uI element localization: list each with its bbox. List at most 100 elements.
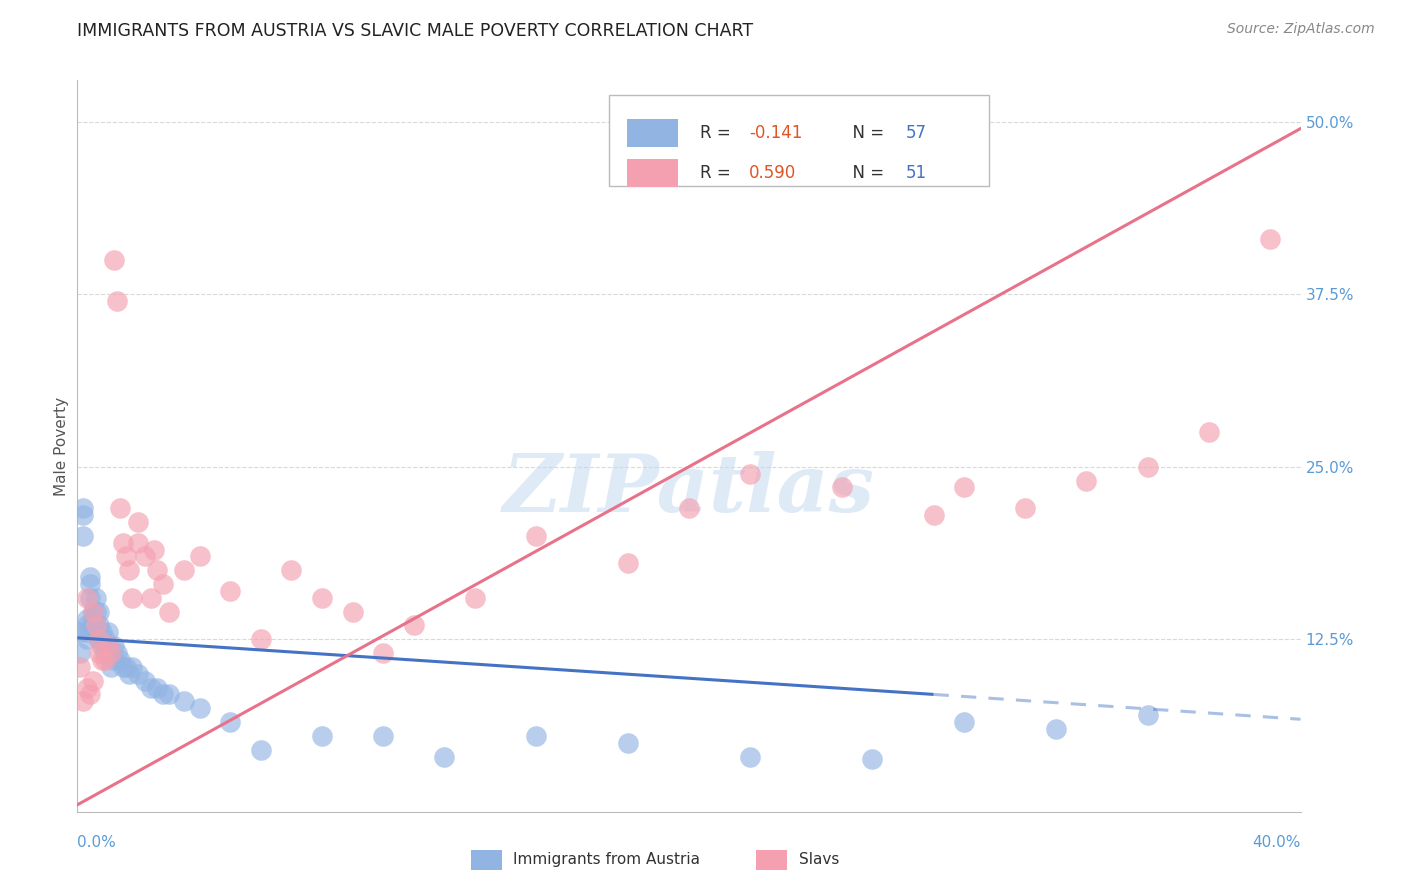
Point [100, 646, 122, 660]
Point [118, 666, 141, 681]
Point [72, 508, 94, 522]
Point [922, 508, 945, 522]
Point [115, 660, 138, 674]
Point [100, 660, 122, 674]
Point [740, 749, 762, 764]
Text: 51: 51 [905, 163, 927, 182]
Point [219, 714, 242, 729]
Point [90, 639, 112, 653]
Point [84, 618, 107, 632]
Point [121, 660, 143, 674]
Point [100, 646, 122, 660]
Point [94, 653, 117, 667]
Point [311, 729, 333, 743]
Point [219, 583, 242, 598]
Point [82, 673, 104, 688]
Point [342, 605, 364, 619]
Text: 0.0%: 0.0% [77, 836, 117, 850]
Point [371, 729, 394, 743]
Point [103, 252, 125, 267]
Point [371, 646, 394, 660]
FancyBboxPatch shape [627, 120, 678, 147]
Point [139, 681, 162, 695]
Point [72, 694, 94, 708]
Point [87, 605, 110, 619]
Point [1014, 501, 1036, 516]
Point [188, 701, 211, 715]
Point [97, 639, 120, 653]
Text: 57: 57 [905, 124, 927, 143]
Point [1258, 232, 1281, 246]
Point [173, 563, 195, 577]
Point [402, 618, 425, 632]
Point [142, 542, 165, 557]
Point [103, 639, 125, 653]
Text: -0.141: -0.141 [749, 124, 803, 143]
Text: N =: N = [842, 163, 889, 182]
Point [69, 625, 91, 640]
Point [90, 653, 112, 667]
Point [1198, 425, 1220, 440]
Text: Immigrants from Austria: Immigrants from Austria [513, 853, 700, 867]
Point [79, 570, 101, 584]
Point [280, 563, 302, 577]
Point [72, 501, 94, 516]
Text: N =: N = [842, 124, 889, 143]
Point [250, 632, 273, 647]
Point [69, 660, 91, 674]
Point [112, 535, 135, 549]
Point [79, 591, 101, 605]
Point [157, 605, 180, 619]
Point [831, 480, 853, 494]
Point [311, 591, 333, 605]
Point [433, 749, 456, 764]
Point [82, 605, 104, 619]
Point [82, 611, 104, 625]
Point [152, 687, 174, 701]
Point [82, 618, 104, 632]
Point [90, 625, 112, 640]
Point [524, 529, 547, 543]
FancyBboxPatch shape [756, 850, 787, 870]
Point [115, 549, 138, 564]
Text: R =: R = [700, 124, 735, 143]
Point [84, 618, 107, 632]
Point [1076, 474, 1098, 488]
Point [617, 557, 640, 571]
Point [87, 618, 110, 632]
Point [108, 501, 131, 516]
Point [105, 294, 128, 309]
Point [740, 467, 762, 481]
Point [128, 535, 150, 549]
Point [79, 687, 101, 701]
Text: ZIPatlas: ZIPatlas [503, 451, 875, 529]
Point [188, 549, 211, 564]
Point [121, 591, 143, 605]
Point [128, 666, 150, 681]
Point [1136, 708, 1159, 723]
Text: IMMIGRANTS FROM AUSTRIA VS SLAVIC MALE POVERTY CORRELATION CHART: IMMIGRANTS FROM AUSTRIA VS SLAVIC MALE P… [77, 22, 754, 40]
Text: R =: R = [700, 163, 735, 182]
Point [97, 639, 120, 653]
Point [72, 529, 94, 543]
Point [1045, 722, 1067, 736]
Point [108, 653, 131, 667]
Point [87, 646, 110, 660]
Point [250, 742, 273, 756]
Point [1136, 459, 1159, 474]
Point [112, 660, 135, 674]
Point [953, 480, 976, 494]
Point [94, 632, 117, 647]
Point [87, 632, 110, 647]
Point [118, 563, 141, 577]
Point [173, 694, 195, 708]
Point [97, 625, 120, 640]
FancyBboxPatch shape [609, 95, 988, 186]
Text: 40.0%: 40.0% [1253, 836, 1301, 850]
Point [94, 646, 117, 660]
Point [152, 577, 174, 591]
Point [103, 653, 125, 667]
Point [76, 625, 98, 640]
Point [617, 736, 640, 750]
Point [139, 591, 162, 605]
